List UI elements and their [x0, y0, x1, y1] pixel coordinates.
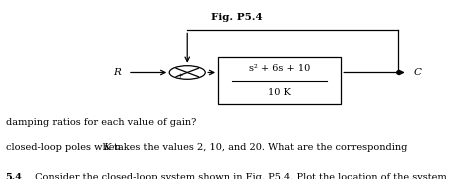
Bar	[218, 57, 341, 104]
Text: damping ratios for each value of gain?: damping ratios for each value of gain?	[6, 118, 196, 127]
Text: 5.4: 5.4	[6, 173, 23, 179]
Text: Consider the closed-loop system shown in Fig. P5.4. Plot the location of the sys: Consider the closed-loop system shown in…	[32, 173, 447, 179]
Text: +: +	[176, 72, 182, 80]
Text: 10 K: 10 K	[268, 88, 291, 97]
Text: s² + 6s + 10: s² + 6s + 10	[249, 64, 310, 73]
Text: C: C	[413, 68, 421, 77]
Text: Fig. P5.4: Fig. P5.4	[211, 13, 263, 21]
Text: K: K	[103, 143, 110, 152]
Text: R: R	[113, 68, 121, 77]
Text: closed-loop poles when: closed-loop poles when	[6, 143, 124, 152]
Text: takes the values 2, 10, and 20. What are the corresponding: takes the values 2, 10, and 20. What are…	[111, 143, 407, 152]
